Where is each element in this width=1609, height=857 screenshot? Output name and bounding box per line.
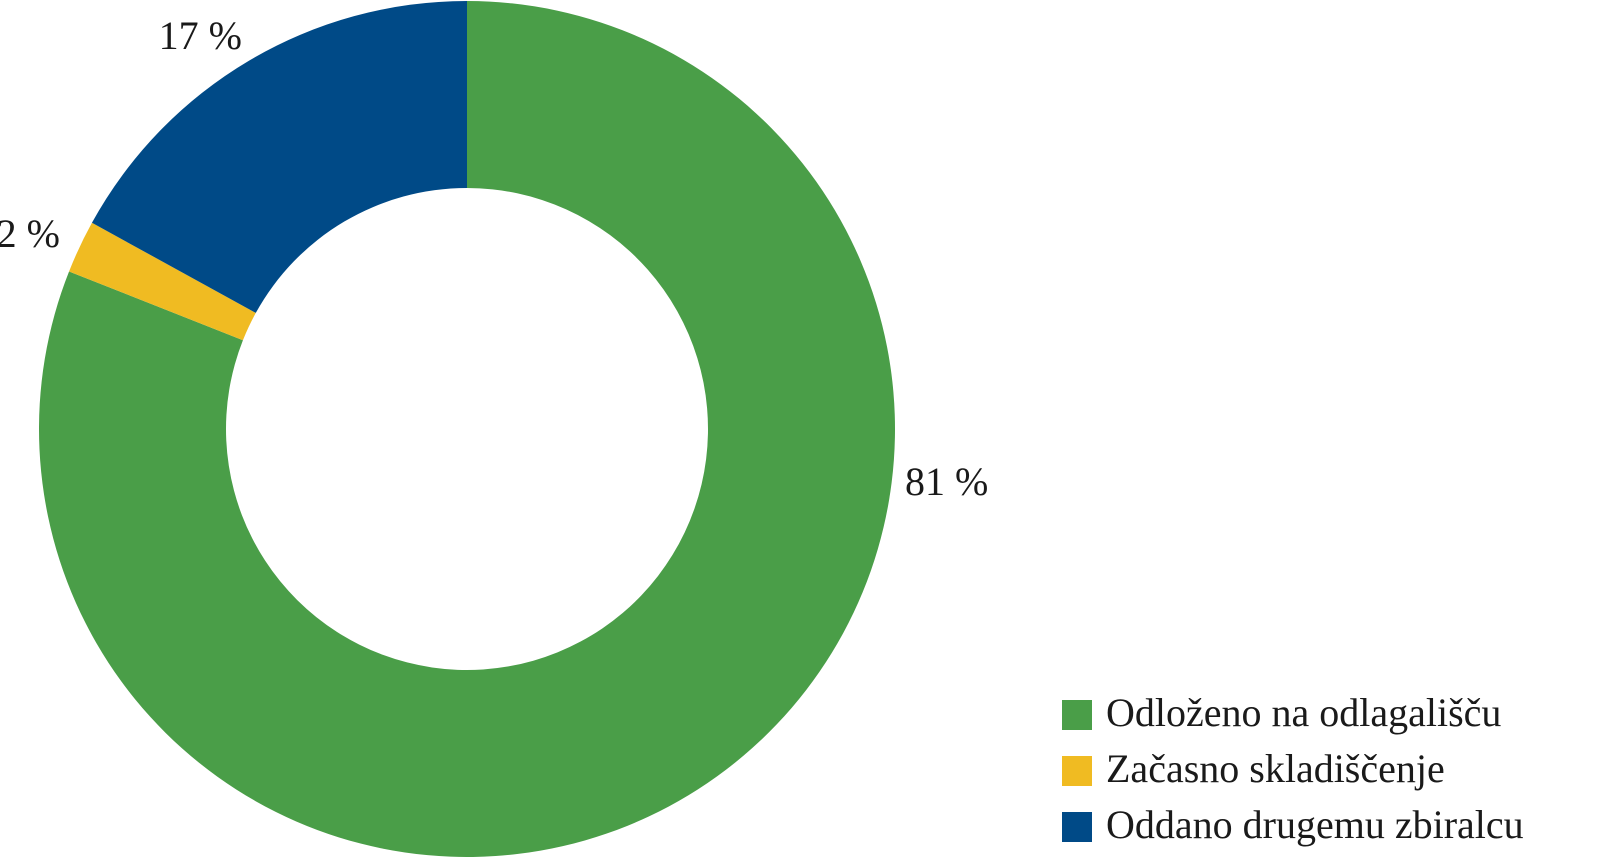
legend-label: Oddano drugemu zbiralcu <box>1106 802 1524 847</box>
legend-label: Začasno skladiščenje <box>1106 746 1445 791</box>
data-label: 2 % <box>0 211 60 256</box>
legend-swatch <box>1062 756 1092 786</box>
legend-swatch <box>1062 812 1092 842</box>
donut-slice <box>91 1 468 313</box>
legend-swatch <box>1062 700 1092 730</box>
legend-label: Odloženo na odlagališču <box>1106 690 1501 735</box>
data-label: 81 % <box>905 459 988 504</box>
data-label: 17 % <box>159 13 242 58</box>
donut-slice <box>69 222 256 341</box>
donut-slice <box>39 1 895 857</box>
